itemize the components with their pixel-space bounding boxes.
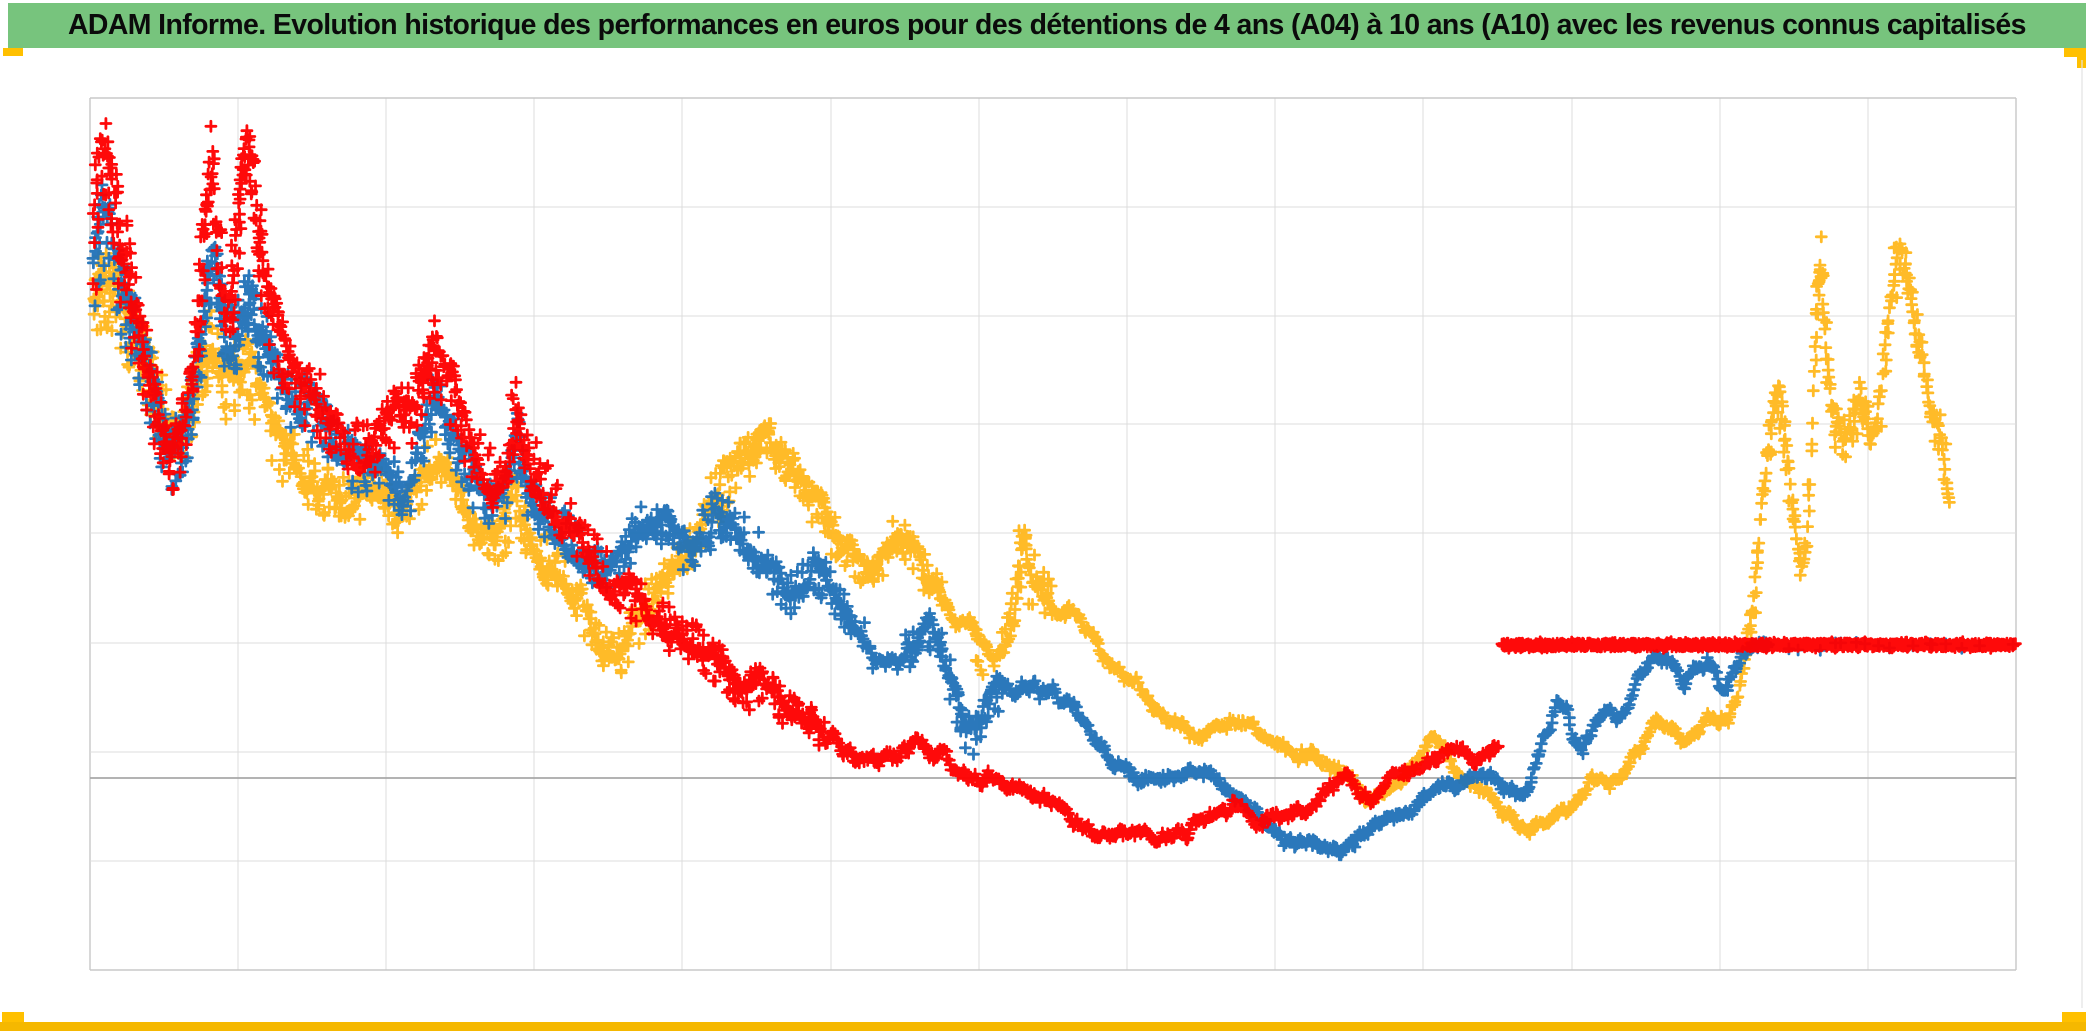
chart-title: ADAM Informe. Evolution historique des p…	[68, 9, 2026, 41]
title-bar: ADAM Informe. Evolution historique des p…	[8, 3, 2086, 48]
corner-accent-top-left	[3, 48, 23, 56]
bottom-accent-strip	[0, 1022, 2086, 1031]
corner-accent-top-right-vertical	[2077, 48, 2086, 68]
series-gold-markers	[87, 230, 1956, 841]
corner-accent-top-right-horizontal	[2064, 48, 2086, 57]
series-blue-markers	[86, 178, 2020, 862]
series-red-markers	[86, 117, 2022, 849]
